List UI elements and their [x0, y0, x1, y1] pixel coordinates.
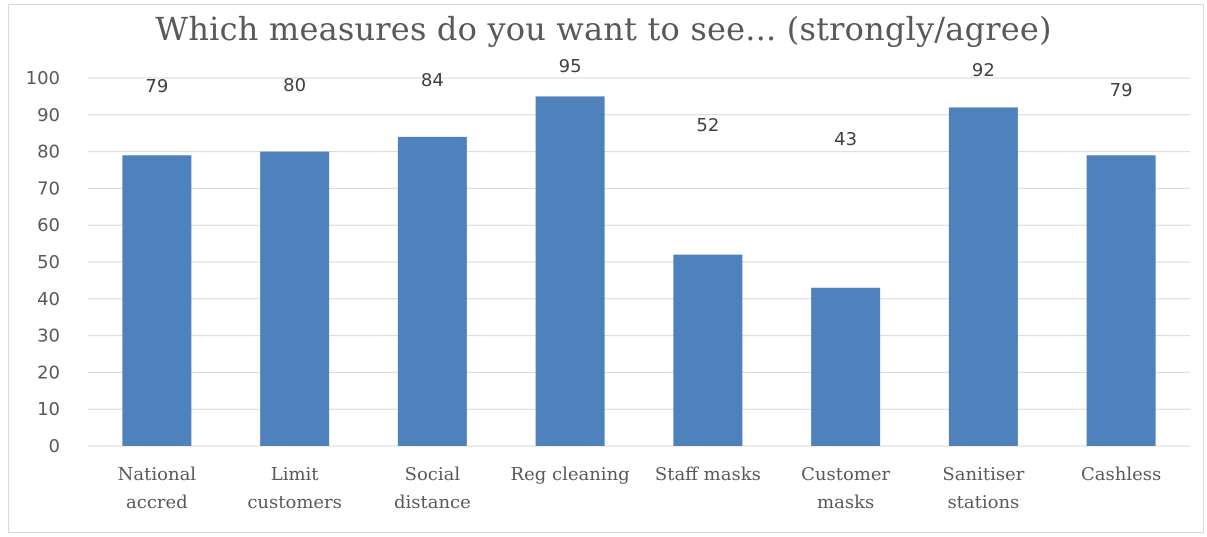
- x-tick-label: Limit: [271, 464, 320, 485]
- bar: [260, 151, 330, 446]
- data-label: 79: [1110, 80, 1133, 101]
- y-tick-label: 90: [37, 105, 60, 126]
- bar: [535, 96, 605, 447]
- y-tick-label: 100: [26, 68, 60, 89]
- x-tick-label: customers: [247, 492, 342, 513]
- data-label: 52: [696, 115, 719, 136]
- y-tick-label: 80: [37, 142, 60, 163]
- data-label: 95: [559, 56, 582, 77]
- y-tick-label: 60: [37, 215, 60, 236]
- bar: [948, 107, 1018, 446]
- bar: [811, 287, 881, 446]
- y-tick-label: 50: [37, 252, 60, 273]
- bar: [122, 155, 192, 446]
- x-tick-label: Staff masks: [655, 464, 761, 485]
- chart-title: Which measures do you want to see... (st…: [155, 10, 1052, 48]
- data-label: 43: [834, 129, 857, 150]
- y-tick-label: 40: [37, 289, 60, 310]
- x-tick-label: Cashless: [1081, 464, 1161, 485]
- x-tick-label: stations: [947, 492, 1019, 513]
- bar: [1086, 155, 1156, 446]
- y-tick-label: 20: [37, 362, 60, 383]
- x-tick-label: Sanitiser: [942, 464, 1024, 485]
- x-tick-label: National: [118, 464, 197, 485]
- x-tick-label: accred: [126, 492, 188, 513]
- y-tick-label: 70: [37, 178, 60, 199]
- x-tick-label: masks: [817, 492, 874, 513]
- y-tick-label: 10: [37, 399, 60, 420]
- bar: [397, 136, 467, 446]
- y-tick-label: 30: [37, 326, 60, 347]
- x-tick-label: Reg cleaning: [511, 464, 630, 485]
- data-label: 79: [145, 76, 168, 97]
- x-tick-label: Social: [405, 464, 461, 485]
- y-tick-label: 0: [49, 436, 60, 457]
- x-tick-label: distance: [394, 492, 471, 513]
- data-label: 80: [283, 75, 306, 96]
- data-label: 84: [421, 70, 444, 91]
- bar: [673, 254, 743, 446]
- data-label: 92: [972, 60, 995, 81]
- x-tick-label: Customer: [801, 464, 890, 485]
